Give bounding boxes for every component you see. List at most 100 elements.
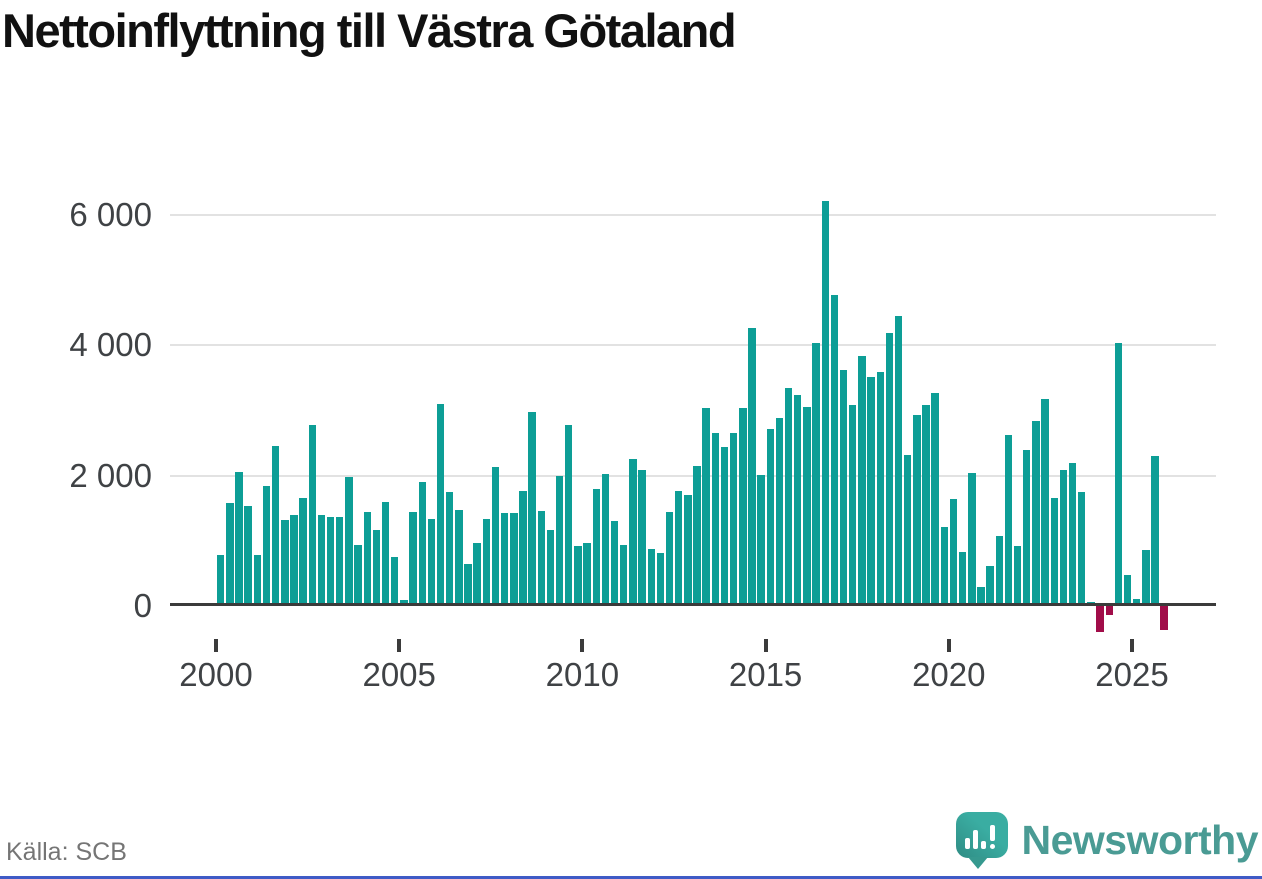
bar-2012Q2 xyxy=(665,512,674,606)
bar-2007Q2 xyxy=(482,519,491,606)
chart-title: Nettoinflyttning till Västra Götaland xyxy=(2,4,737,57)
bar-2009Q3 xyxy=(565,425,573,606)
bar-2014Q4 xyxy=(757,474,765,606)
bar-2011Q1 xyxy=(620,544,628,606)
exclamation-icon xyxy=(989,825,995,849)
bar-2017Q2 xyxy=(849,404,857,606)
bar-2025Q4 xyxy=(1160,606,1168,631)
bar-2024Q4 xyxy=(1123,575,1132,606)
bar-2013Q1 xyxy=(693,466,701,606)
bar-2000Q1 xyxy=(217,555,225,606)
bar-2000Q4 xyxy=(244,505,252,606)
bar-2009Q1 xyxy=(546,529,555,606)
bar-2015Q3 xyxy=(784,388,793,606)
x-tick-label-2015: 2015 xyxy=(728,656,803,693)
bar-chart: 0 2 000 4 000 6 000 2000 2005 2010 2015 2020 202… xyxy=(69,150,1216,693)
bar-2000Q2 xyxy=(226,502,234,606)
bar-2019Q2 xyxy=(922,404,930,606)
bar-2006Q3 xyxy=(455,509,463,606)
bar-2017Q4 xyxy=(867,376,875,606)
bar-2004Q4 xyxy=(391,557,399,606)
bar-2018Q4 xyxy=(904,454,912,606)
bar-2007Q1 xyxy=(473,542,481,606)
bar-2008Q2 xyxy=(519,490,527,606)
bar-2022Q2 xyxy=(1032,421,1040,606)
bar-2003Q3 xyxy=(345,476,353,606)
bar-2006Q4 xyxy=(464,563,472,606)
x-tick-label-2005: 2005 xyxy=(362,656,436,693)
x-tick-2020 xyxy=(946,639,951,652)
bar-2003Q1 xyxy=(326,516,335,606)
bar-2013Q2 xyxy=(702,407,710,606)
bar-2003Q4 xyxy=(354,545,362,606)
bar-2025Q3 xyxy=(1151,456,1159,606)
bar-2007Q3 xyxy=(491,467,500,606)
bar-2005Q4 xyxy=(427,519,436,606)
bar-2020Q4 xyxy=(977,587,985,606)
bar-2008Q4 xyxy=(537,510,545,606)
bar-2008Q1 xyxy=(510,512,518,606)
bar-2001Q4 xyxy=(281,519,289,606)
x-tick-2005 xyxy=(397,639,402,652)
bar-2020Q1 xyxy=(949,499,958,606)
bar-2015Q1 xyxy=(766,428,774,606)
bar-2014Q3 xyxy=(748,328,756,606)
bar-2011Q4 xyxy=(647,549,655,606)
bar-2022Q1 xyxy=(1023,450,1031,606)
bar-2006Q2 xyxy=(446,491,454,606)
y-tick-label-0: 0 xyxy=(133,587,152,624)
bar-2024Q3 xyxy=(1114,343,1123,606)
x-tick-label-2025: 2025 xyxy=(1095,656,1169,693)
bar-2016Q3 xyxy=(821,201,829,606)
newsworthy-bubble-icon xyxy=(955,812,1008,869)
bar-2010Q2 xyxy=(592,488,600,606)
x-axis-line xyxy=(170,603,1216,606)
bar-2011Q2 xyxy=(629,459,637,606)
bottom-accent-border xyxy=(0,876,1262,879)
bar-2013Q3 xyxy=(711,433,720,606)
bar-2015Q2 xyxy=(775,418,784,606)
bar-2014Q1 xyxy=(729,432,738,606)
bar-2008Q3 xyxy=(528,411,536,606)
source-caption: Källa: SCB xyxy=(6,838,127,866)
bar-chart-icon xyxy=(964,825,995,849)
newsworthy-wordmark: Newsworthy xyxy=(1021,817,1259,863)
bar-2009Q2 xyxy=(555,475,564,606)
bar-2021Q1 xyxy=(986,566,994,606)
bar-2004Q2 xyxy=(372,529,381,606)
x-tick-label-2020: 2020 xyxy=(912,656,986,693)
bar-2005Q3 xyxy=(418,482,426,606)
bar-2025Q1 xyxy=(1133,599,1141,606)
x-tick-2000 xyxy=(214,639,218,652)
y-tick-label-6000: 6 000 xyxy=(69,195,152,233)
bar-2021Q2 xyxy=(995,536,1003,606)
bar-2001Q2 xyxy=(262,486,271,606)
bar-2010Q3 xyxy=(601,474,610,606)
gridline-6000 xyxy=(170,213,1216,216)
bar-2019Q1 xyxy=(913,414,921,606)
bar-2001Q1 xyxy=(253,555,262,606)
bar-2011Q3 xyxy=(638,469,646,606)
x-tick-2010 xyxy=(580,639,585,652)
bar-2018Q2 xyxy=(885,333,894,606)
x-tick-label-2000: 2000 xyxy=(179,656,253,693)
bar-2022Q3 xyxy=(1041,398,1049,606)
bar-2007Q4 xyxy=(500,512,509,606)
bar-2019Q3 xyxy=(931,393,939,606)
bar-2000Q3 xyxy=(235,471,243,606)
y-tick-label-2000: 2 000 xyxy=(69,456,152,494)
bar-2025Q2 xyxy=(1142,549,1150,606)
bar-2004Q1 xyxy=(363,512,371,606)
bar-2006Q1 xyxy=(436,403,445,606)
bar-2003Q2 xyxy=(336,516,344,606)
bar-2012Q4 xyxy=(684,494,692,606)
x-tick-label-2010: 2010 xyxy=(545,656,620,693)
bar-2017Q3 xyxy=(858,355,866,606)
bar-2002Q3 xyxy=(308,425,316,606)
bar-2009Q4 xyxy=(574,546,582,606)
bar-2023Q2 xyxy=(1068,463,1077,606)
x-tick-2015 xyxy=(763,639,768,652)
gridline-2000 xyxy=(170,474,1216,477)
newsworthy-logo: Newsworthy xyxy=(955,812,1259,876)
bar-2002Q4 xyxy=(317,515,326,606)
